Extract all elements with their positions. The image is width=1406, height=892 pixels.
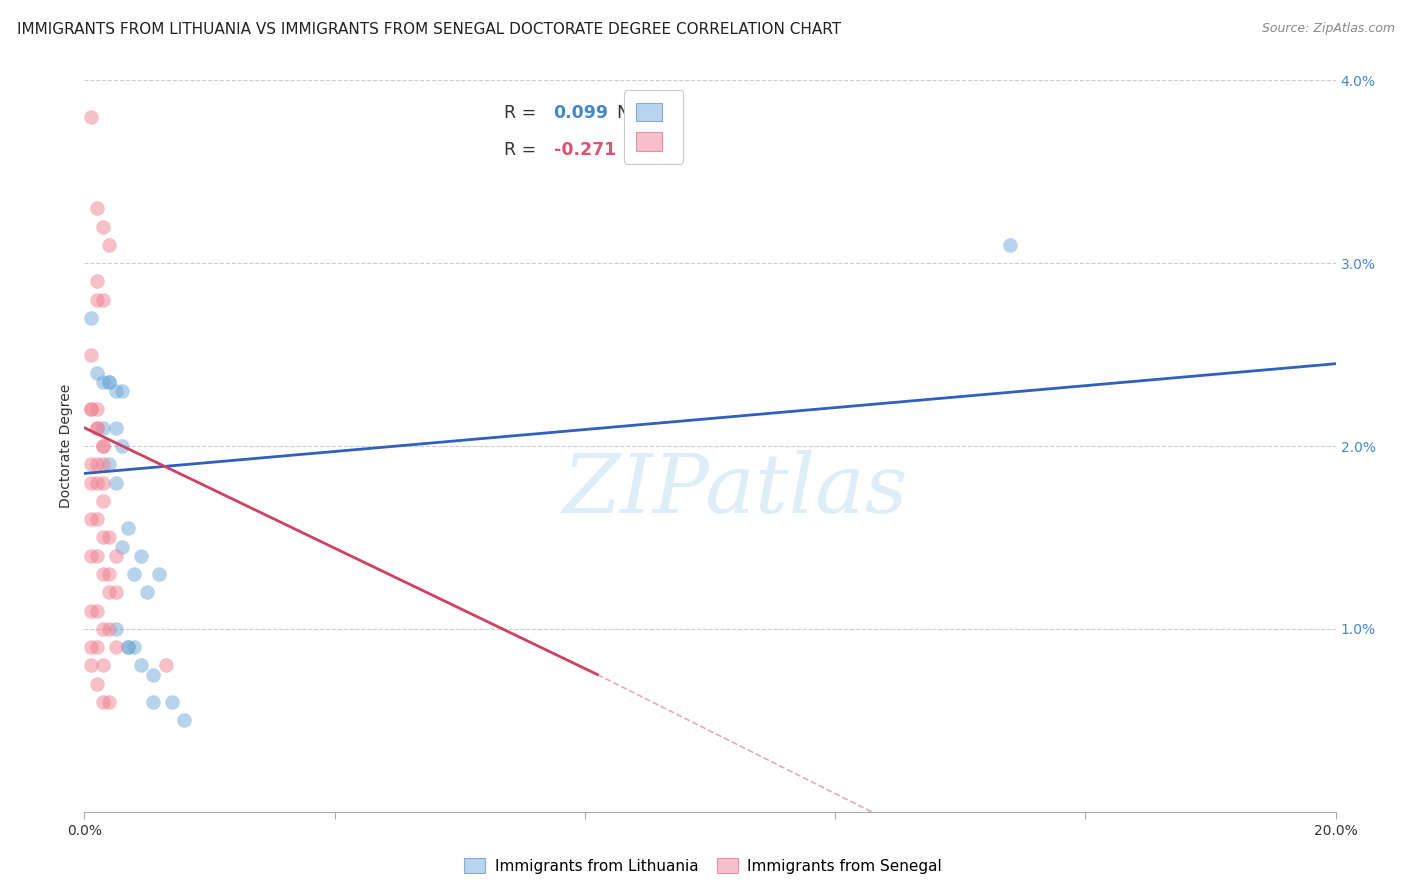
Point [104, 549, 127, 563]
Text: IMMIGRANTS FROM LITHUANIA VS IMMIGRANTS FROM SENEGAL DOCTORATE DEGREE CORRELATIO: IMMIGRANTS FROM LITHUANIA VS IMMIGRANTS … [17, 22, 841, 37]
Point [91, 375, 114, 389]
Legend: , : , [624, 90, 683, 164]
Point [91, 530, 114, 544]
Point [98, 622, 121, 636]
Point [98, 238, 121, 252]
Point [86, 475, 108, 490]
Point [98, 375, 121, 389]
Point [86, 366, 108, 380]
Point [104, 421, 127, 435]
Point [79, 512, 101, 526]
Text: N =: N = [614, 141, 665, 159]
Text: 28: 28 [651, 104, 675, 122]
Point [104, 475, 127, 490]
Text: -0.271: -0.271 [554, 141, 616, 159]
Point [155, 658, 177, 673]
Y-axis label: Doctorate Degree: Doctorate Degree [59, 384, 73, 508]
Point [79, 402, 101, 417]
Point [98, 567, 121, 582]
Point [79, 402, 101, 417]
Point [129, 658, 152, 673]
Point [79, 658, 101, 673]
Point [104, 640, 127, 655]
Point [98, 458, 121, 472]
Point [148, 567, 170, 582]
Point [86, 549, 108, 563]
Point [117, 521, 139, 535]
Point [79, 640, 101, 655]
Text: R =: R = [503, 141, 541, 159]
Point [79, 604, 101, 618]
Point [111, 540, 134, 554]
Point [91, 219, 114, 234]
Point [136, 585, 159, 599]
Point [86, 512, 108, 526]
Point [86, 275, 108, 289]
Point [124, 640, 146, 655]
Point [91, 421, 114, 435]
Point [86, 293, 108, 307]
Point [79, 549, 101, 563]
Point [91, 439, 114, 453]
Point [91, 293, 114, 307]
Point [104, 622, 127, 636]
Point [1000, 238, 1022, 252]
Point [104, 585, 127, 599]
Point [124, 567, 146, 582]
Legend: Immigrants from Lithuania, Immigrants from Senegal: Immigrants from Lithuania, Immigrants fr… [458, 852, 948, 880]
Text: N =: N = [606, 104, 657, 122]
Point [98, 585, 121, 599]
Point [86, 402, 108, 417]
Point [91, 458, 114, 472]
Point [142, 667, 165, 681]
Text: ZIPatlas: ZIPatlas [562, 450, 908, 530]
Point [91, 695, 114, 709]
Point [86, 604, 108, 618]
Point [86, 676, 108, 690]
Point [98, 695, 121, 709]
Point [91, 439, 114, 453]
Point [79, 458, 101, 472]
Point [86, 458, 108, 472]
Point [86, 421, 108, 435]
Point [111, 439, 134, 453]
Point [91, 475, 114, 490]
Point [117, 640, 139, 655]
Point [91, 658, 114, 673]
Point [117, 640, 139, 655]
Point [111, 384, 134, 399]
Point [104, 384, 127, 399]
Point [160, 695, 183, 709]
Text: 0.099: 0.099 [554, 104, 609, 122]
Point [142, 695, 165, 709]
Point [86, 640, 108, 655]
Point [91, 567, 114, 582]
Text: Source: ZipAtlas.com: Source: ZipAtlas.com [1261, 22, 1395, 36]
Point [91, 494, 114, 508]
Point [91, 622, 114, 636]
Point [79, 311, 101, 326]
Point [79, 475, 101, 490]
Text: R =: R = [503, 104, 541, 122]
Point [173, 714, 195, 728]
Point [79, 110, 101, 124]
Point [98, 375, 121, 389]
Point [129, 549, 152, 563]
Point [86, 202, 108, 216]
Point [98, 530, 121, 544]
Point [79, 347, 101, 362]
Point [86, 421, 108, 435]
Text: 46: 46 [659, 141, 685, 159]
